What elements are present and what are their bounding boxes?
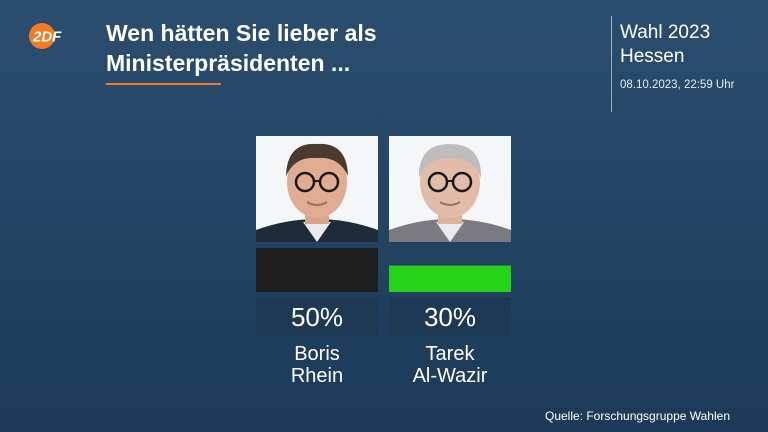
- event-label: Wahl 2023 Hessen: [620, 21, 710, 69]
- source-label: Quelle: Forschungsgruppe Wahlen: [545, 409, 730, 423]
- question-title-line-1: Wen hätten Sie lieber als: [106, 20, 377, 46]
- timestamp: 08.10.2023, 22:59 Uhr: [620, 79, 735, 91]
- bar-alwazir: [389, 265, 511, 292]
- title-underline: [106, 83, 221, 85]
- header-divider: [611, 16, 612, 112]
- category-label-rhein-line-2: Rhein: [291, 365, 343, 387]
- value-label-rhein: 50%: [291, 302, 343, 332]
- question-title-line-2: Ministerpräsidenten ...: [106, 50, 351, 76]
- portrait-rhein: [256, 136, 378, 242]
- value-box-rhein: [256, 297, 378, 336]
- zdf-logo: 2DF: [29, 23, 62, 49]
- event-label-line-1: Wahl 2023: [620, 22, 711, 43]
- category-label-alwazir-line-1: Tarek: [426, 343, 476, 365]
- event-label-line-2: Hessen: [620, 46, 685, 67]
- bar-rhein: [256, 248, 378, 292]
- value-box-alwazir: [389, 297, 511, 336]
- category-label-rhein-line-1: Boris: [294, 343, 340, 365]
- category-label-alwazir-line-2: Al-Wazir: [413, 365, 488, 387]
- zdf-logo-text: 2DF: [32, 29, 62, 46]
- value-label-alwazir: 30%: [424, 302, 476, 332]
- portrait-alwazir: [389, 136, 511, 242]
- question-title: Wen hätten Sie lieber als Ministerpräsid…: [106, 18, 576, 78]
